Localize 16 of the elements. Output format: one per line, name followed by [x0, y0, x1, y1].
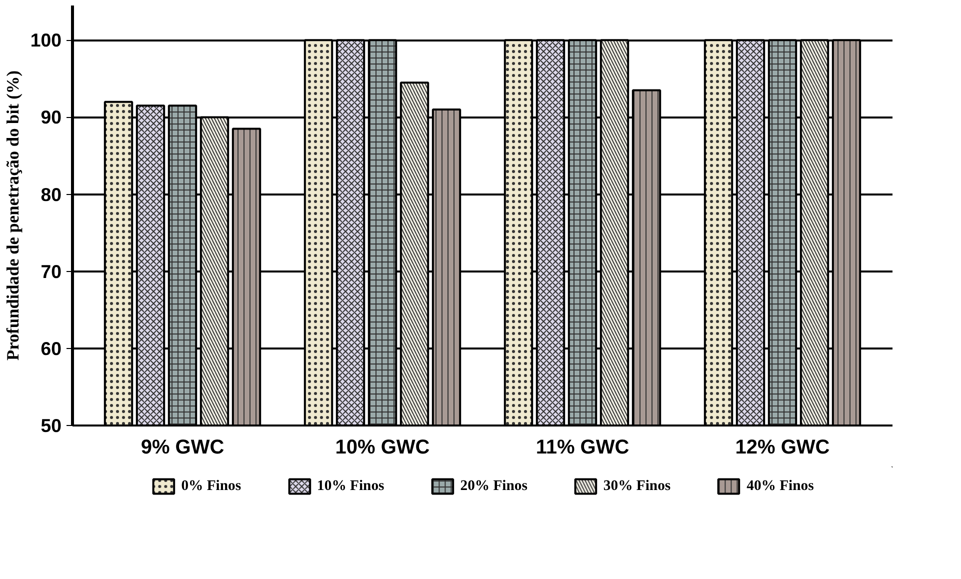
legend-label: 0% Finos: [181, 478, 242, 494]
legend-label: 10% Finos: [317, 478, 384, 494]
y-tick-label: 70: [40, 260, 62, 282]
y-tick-label: 80: [40, 184, 62, 205]
y-tick-label: 50: [40, 415, 62, 436]
legend-label: 30% Finos: [603, 478, 671, 494]
y-axis-title: Profundidade de penetração do bit (%): [3, 70, 22, 360]
y-tick-label: 90: [40, 106, 62, 128]
x-tick-label: 11% GWC: [536, 436, 630, 458]
x-tick-label: 12% GWC: [735, 436, 830, 458]
legend-label: 20% Finos: [460, 478, 528, 494]
y-tick-label: 60: [40, 338, 62, 359]
legend-label: 40% Finos: [746, 478, 814, 494]
x-tick-label: 10% GWC: [335, 436, 430, 458]
y-tick-label: 100: [30, 30, 62, 51]
x-tick-label: 9% GWC: [140, 436, 224, 458]
